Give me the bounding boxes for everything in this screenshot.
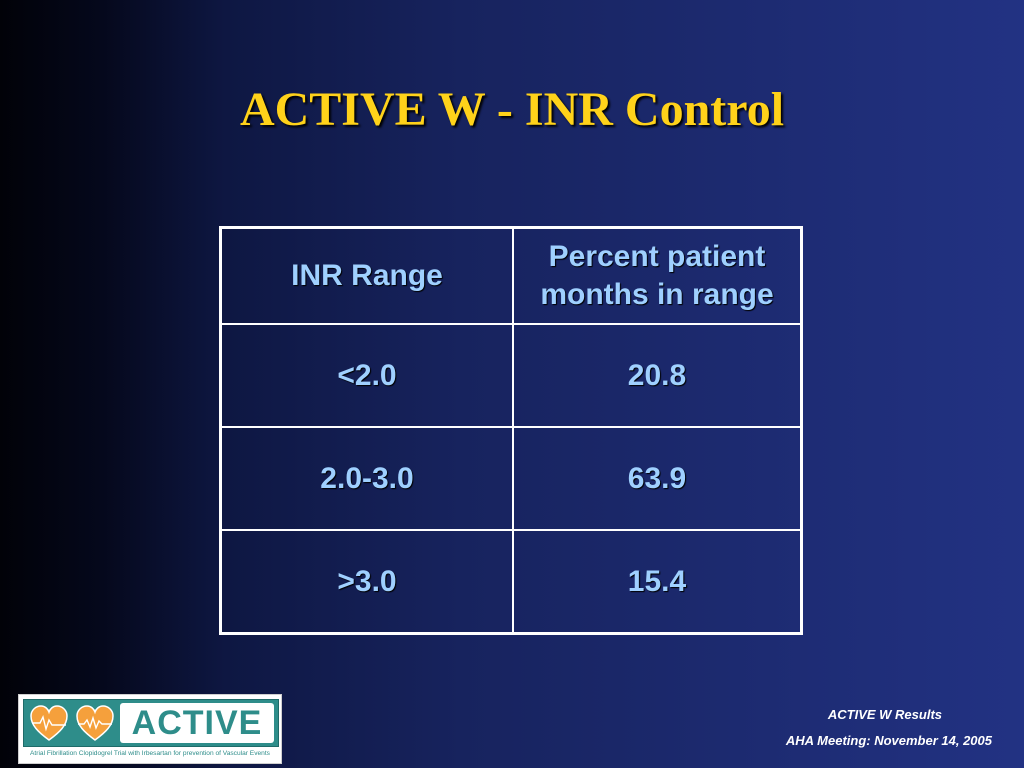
cell-inr-range: 2.0-3.0 (219, 426, 514, 531)
cell-inr-range: <2.0 (219, 323, 514, 428)
header-inr-range: INR Range (219, 226, 514, 325)
cell-percent: 15.4 (512, 529, 803, 635)
inr-table: INR Range Percent patient months in rang… (219, 226, 803, 635)
footer-results-label: ACTIVE W Results (827, 707, 942, 722)
logo-word-box: ACTIVE (120, 703, 274, 743)
logo-frame: ACTIVE (23, 699, 279, 747)
table-row: >3.0 15.4 (219, 529, 803, 635)
table-row: 2.0-3.0 63.9 (219, 426, 803, 531)
cell-percent: 63.9 (512, 426, 803, 531)
header-percent-line2: months in range (540, 278, 774, 311)
cell-inr-range: >3.0 (219, 529, 514, 635)
footer-meeting-label: AHA Meeting: November 14, 2005 (785, 733, 992, 748)
table-row: <2.0 20.8 (219, 323, 803, 428)
header-percent-line1: Percent patient (548, 240, 766, 273)
slide-title: ACTIVE W - INR Control (239, 83, 785, 136)
logo-tagline: Atrial Fibrillation Clopidogrel Trial wi… (30, 750, 270, 757)
table-header-row: INR Range Percent patient months in rang… (219, 226, 803, 325)
logo-word: ACTIVE (131, 704, 263, 742)
cell-percent: 20.8 (512, 323, 803, 428)
heart-icon (76, 705, 114, 741)
active-logo: ACTIVE Atrial Fibrillation Clopidogrel T… (18, 694, 282, 764)
heart-icon (30, 705, 68, 741)
header-percent-months: Percent patient months in range (512, 226, 803, 325)
